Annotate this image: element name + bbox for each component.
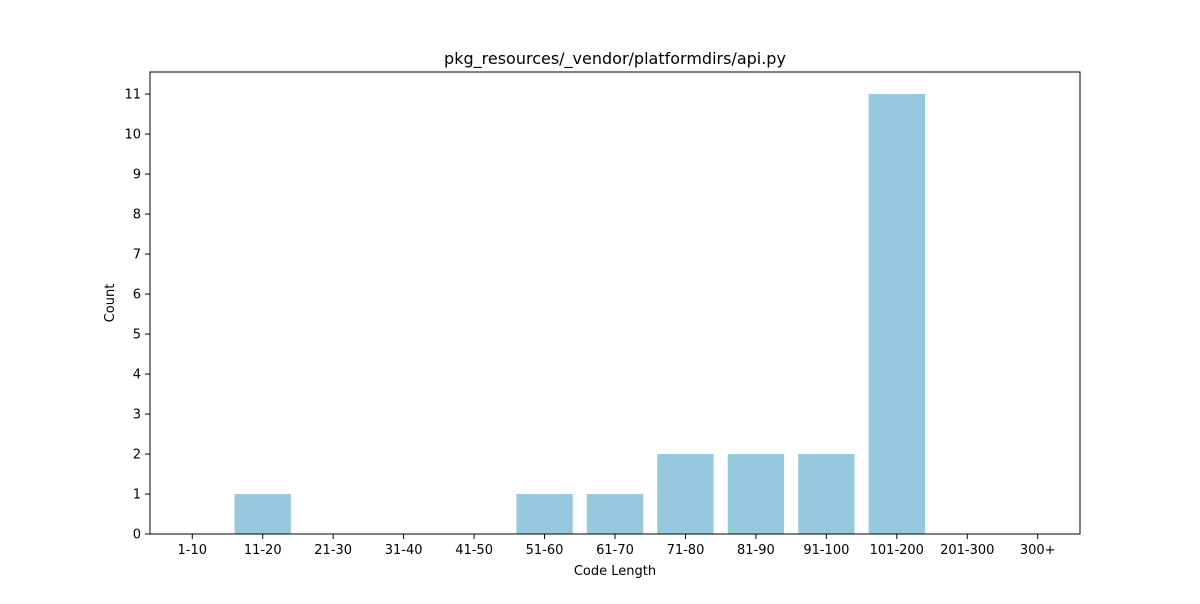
x-tick-label: 1-10 <box>178 543 208 558</box>
y-tick-label: 8 <box>133 208 141 223</box>
y-tick-label: 6 <box>133 288 141 303</box>
x-tick-label: 21-30 <box>314 543 352 558</box>
y-tick-label: 10 <box>124 128 141 143</box>
x-tick-label: 101-200 <box>870 543 924 558</box>
y-tick-label: 11 <box>124 88 141 103</box>
plot-frame <box>149 71 1081 535</box>
y-axis-label: Count <box>103 284 118 323</box>
x-tick-label: 81-90 <box>737 543 775 558</box>
x-tick-label: 61-70 <box>596 543 634 558</box>
x-tick-label: 41-50 <box>455 543 493 558</box>
bar-101-200 <box>868 94 925 534</box>
x-axis-label: Code Length <box>574 564 656 579</box>
y-tick-label: 5 <box>133 328 141 343</box>
x-tick-label: 51-60 <box>526 543 564 558</box>
x-tick-label: 71-80 <box>667 543 705 558</box>
y-tick-label: 0 <box>133 528 141 543</box>
y-tick-label: 3 <box>133 408 141 423</box>
bar-51-60 <box>516 494 573 534</box>
bar-71-80 <box>657 454 714 534</box>
y-tick-label: 9 <box>133 168 141 183</box>
y-tick-label: 1 <box>133 488 141 503</box>
bars-layer <box>234 94 925 534</box>
x-tick-label: 201-300 <box>940 543 994 558</box>
y-tick-label: 7 <box>133 248 141 263</box>
chart-title: pkg_resources/_vendor/platformdirs/api.p… <box>444 49 786 69</box>
bar-61-70 <box>586 494 644 534</box>
x-axis: 1-10 11-20 21-30 31-40 41-50 51-60 61-70 71-80 8… <box>178 534 1056 558</box>
y-tick-label: 4 <box>133 368 141 383</box>
x-tick-label: 91-100 <box>803 543 849 558</box>
x-tick-label: 300+ <box>1020 543 1056 558</box>
bar-81-90 <box>727 454 785 534</box>
y-tick-label: 2 <box>133 448 141 463</box>
y-axis: 0 1 2 3 4 5 6 7 8 9 10 11 <box>124 88 150 543</box>
bar-11-20 <box>234 494 291 534</box>
x-tick-label: 31-40 <box>385 543 423 558</box>
x-tick-label: 11-20 <box>244 543 282 558</box>
bar-91-100 <box>798 454 855 534</box>
